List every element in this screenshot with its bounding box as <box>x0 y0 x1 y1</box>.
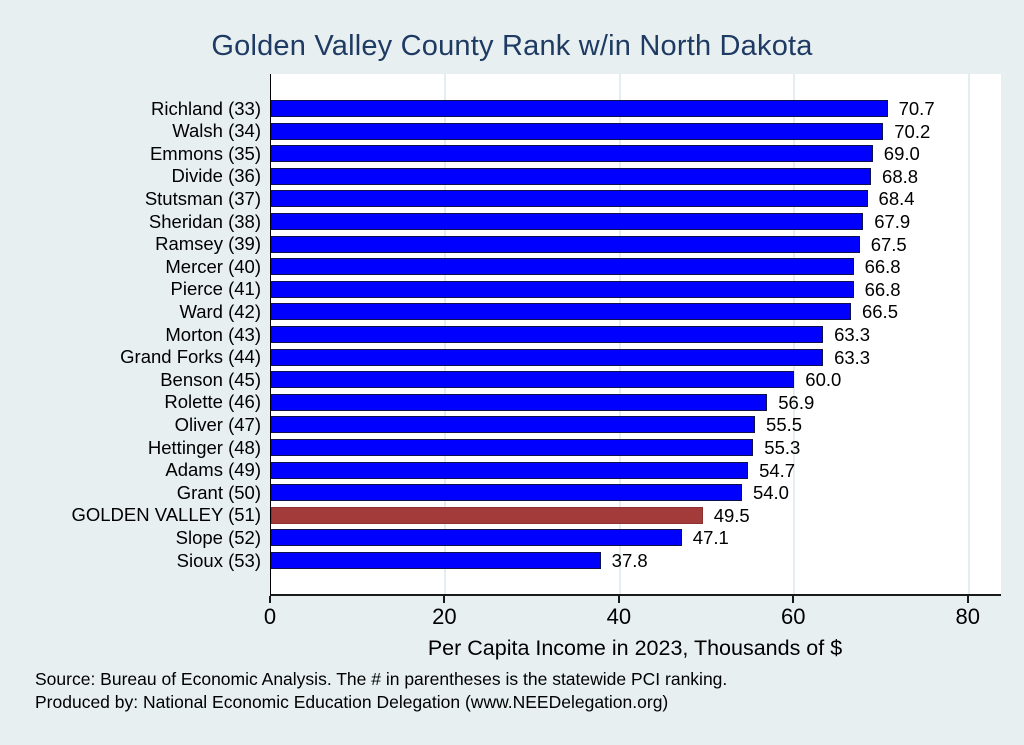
bar-value-label: 68.4 <box>878 188 915 210</box>
category-label: Rolette (46) <box>164 391 261 413</box>
bar-value-label: 67.5 <box>870 233 907 255</box>
x-axis-tick-label: 0 <box>263 604 277 629</box>
bar-value-label: 49.5 <box>713 504 750 526</box>
x-axis-tick <box>966 596 969 603</box>
category-label: GOLDEN VALLEY (51) <box>71 504 261 526</box>
bar-value-label: 55.5 <box>766 414 803 436</box>
bar-value-label: 68.8 <box>882 165 919 187</box>
category-label: Pierce (41) <box>170 278 261 300</box>
bar-value-label: 66.8 <box>864 256 901 278</box>
bar-value-label: 63.3 <box>834 324 871 345</box>
bar <box>271 167 872 185</box>
bar-value-label: 67.9 <box>874 211 911 232</box>
bar <box>271 326 824 343</box>
x-axis-tick <box>443 596 446 603</box>
category-label: Adams (49) <box>165 459 261 481</box>
bar <box>271 371 795 389</box>
category-label: Stutsman (37) <box>144 187 261 209</box>
category-labels: Richland (33) Walsh (34) Emmons (35) Divide… <box>0 74 261 594</box>
category-label: Richland (33) <box>150 97 261 119</box>
bar <box>271 552 601 569</box>
x-axis-tick <box>792 596 795 603</box>
bar <box>271 122 884 140</box>
bar-value-label: 63.3 <box>834 346 871 368</box>
x-axis-tick-label: 40 <box>606 604 632 629</box>
category-label: Grand Forks (44) <box>120 346 261 368</box>
category-label: Ramsey (39) <box>155 233 261 255</box>
bar-value-label: 69.0 <box>883 143 920 165</box>
bar-value-label: 60.0 <box>805 369 842 391</box>
category-label: Walsh (34) <box>172 120 261 142</box>
bar <box>271 484 742 502</box>
bar <box>271 280 854 298</box>
bar <box>271 393 768 411</box>
bar-value-label: 70.2 <box>894 120 931 142</box>
category-label: Grant (50) <box>176 481 261 503</box>
bar <box>271 348 824 366</box>
bar-value-label: 54.7 <box>759 459 796 481</box>
bar <box>271 213 864 230</box>
x-axis-tick <box>269 596 271 603</box>
bar <box>271 145 873 163</box>
category-label: Oliver (47) <box>174 413 261 435</box>
bar-value-label: 54.0 <box>752 482 789 504</box>
x-axis-tick-label: 20 <box>432 604 457 629</box>
category-label: Sioux (53) <box>176 549 261 571</box>
bar <box>271 416 756 434</box>
bar-highlight <box>271 506 703 524</box>
footer: Source: Bureau of Economic Analysis. The… <box>35 668 727 714</box>
footer-produced-line: Produced by: National Economic Education… <box>35 692 669 712</box>
bar-value-label: 70.7 <box>898 98 935 119</box>
bar <box>271 190 868 208</box>
category-label: Hettinger (48) <box>147 436 261 458</box>
bar-value-label: 66.8 <box>864 278 901 300</box>
bar <box>271 439 754 456</box>
plot-area: 70.7 70.2 69.0 68.8 68.4 67.9 67.5 66.8 66.8 66.5… <box>270 74 1001 596</box>
bar-value-label: 37.8 <box>611 550 648 571</box>
category-label: Mercer (40) <box>165 255 261 277</box>
gridline <box>967 74 970 594</box>
category-label: Morton (43) <box>165 323 261 345</box>
bar <box>271 258 854 276</box>
category-label: Emmons (35) <box>149 142 261 164</box>
x-axis-tick-label: 60 <box>781 604 806 629</box>
bar <box>271 235 860 253</box>
category-label: Divide (36) <box>171 165 261 187</box>
category-label: Slope (52) <box>175 526 261 548</box>
x-axis-title: Per Capita Income in 2023, Thousands of … <box>427 636 843 660</box>
bar <box>271 303 851 321</box>
category-label: Ward (42) <box>179 300 261 322</box>
bar <box>271 100 888 117</box>
bar-value-label: 55.3 <box>764 437 801 458</box>
bar-value-label: 56.9 <box>778 391 815 413</box>
footer-source-line: Source: Bureau of Economic Analysis. The… <box>35 669 728 689</box>
x-axis-tick <box>617 596 620 603</box>
bar-value-label: 66.5 <box>861 301 898 323</box>
category-label: Benson (45) <box>160 368 261 390</box>
bar <box>271 461 749 479</box>
bar <box>271 529 682 547</box>
chart-title: Golden Valley County Rank w/in North Dak… <box>211 30 813 62</box>
bar-value-label: 47.1 <box>692 527 729 549</box>
category-label: Sheridan (38) <box>148 210 261 232</box>
x-axis-tick-label: 80 <box>955 604 980 629</box>
